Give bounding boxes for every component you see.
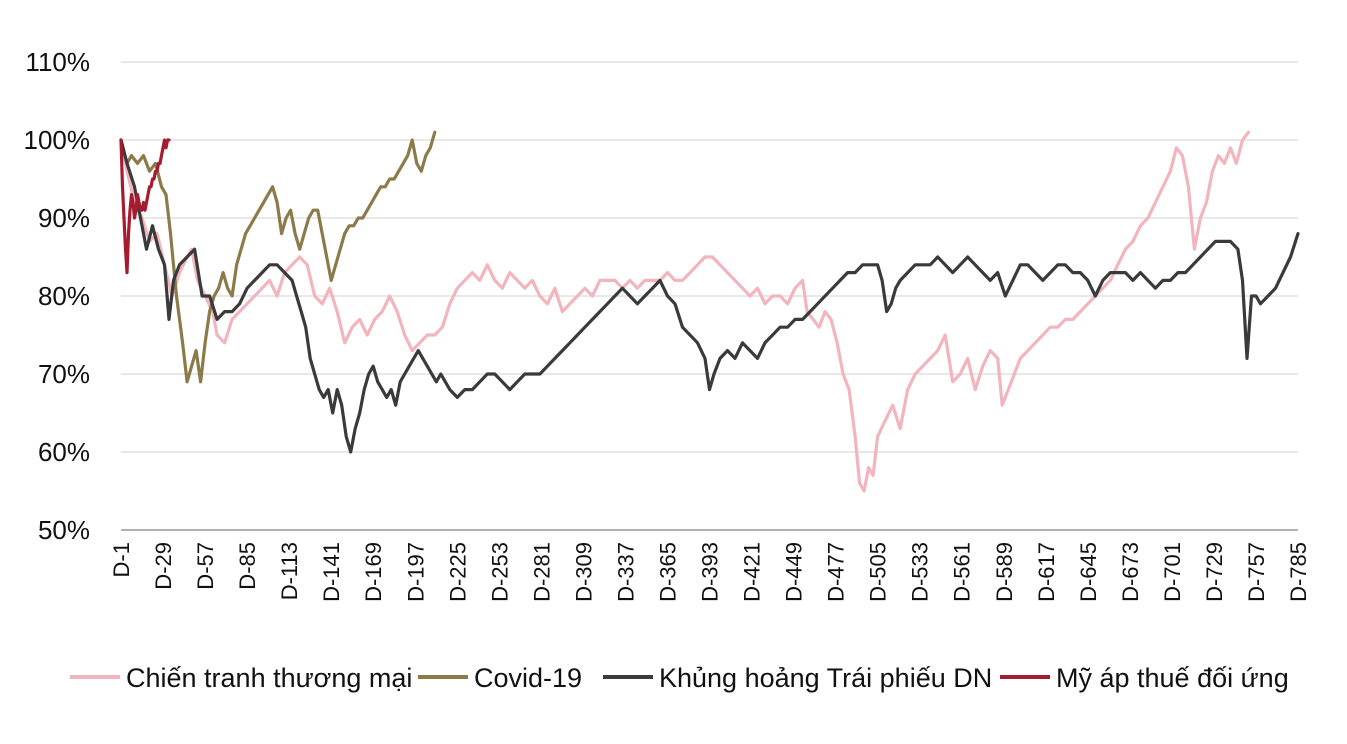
- x-tick-label: D-449: [782, 542, 807, 602]
- x-tick-label: D-169: [361, 542, 386, 602]
- x-tick-label: D-141: [319, 542, 344, 602]
- y-tick-label: 100%: [24, 125, 91, 155]
- series-line-2: [119, 130, 437, 384]
- x-tick-label: D-365: [655, 542, 680, 602]
- series-line-1: [119, 130, 1251, 493]
- x-tick-label: D-785: [1286, 542, 1311, 602]
- legend: Chiến tranh thương mại Covid-19 Khủng hoản…: [70, 663, 1289, 693]
- legend-label: Mỹ áp thuế đối ứng: [1056, 663, 1289, 693]
- x-tick-label: D-589: [992, 542, 1017, 602]
- x-tick-label: D-85: [235, 542, 260, 590]
- x-axis-ticks: D-1 D-29 D-57 D-85 D-113 D-141 D-169 D-197 D-225…: [109, 542, 1311, 602]
- x-tick-label: D-393: [698, 542, 723, 602]
- legend-label: Khủng hoảng Trái phiếu DN: [659, 663, 992, 693]
- series-line-4: [119, 138, 171, 275]
- y-tick-label: 50%: [38, 515, 90, 545]
- x-tick-label: D-673: [1118, 542, 1143, 602]
- x-tick-label: D-309: [571, 542, 596, 602]
- x-tick-label: D-421: [740, 542, 765, 602]
- gridlines: [121, 61, 1298, 453]
- x-tick-label: D-729: [1202, 542, 1227, 602]
- x-tick-label: D-197: [403, 542, 428, 602]
- x-tick-label: D-701: [1160, 542, 1185, 602]
- y-tick-label: 90%: [38, 203, 90, 233]
- x-tick-label: D-617: [1034, 542, 1059, 602]
- legend-label: Chiến tranh thương mại: [126, 663, 412, 693]
- y-tick-label: 70%: [38, 359, 90, 389]
- x-tick-label: D-113: [277, 542, 302, 600]
- x-tick-label: D-337: [613, 542, 638, 602]
- legend-label: Covid-19: [474, 663, 582, 693]
- x-tick-label: D-225: [445, 542, 470, 602]
- series-layer: [119, 130, 1300, 493]
- y-tick-label: 110%: [25, 47, 90, 77]
- x-tick-label: D-505: [866, 542, 891, 602]
- x-tick-label: D-561: [950, 542, 975, 602]
- y-tick-label: 80%: [38, 281, 90, 311]
- x-tick-label: D-533: [908, 542, 933, 602]
- x-tick-label: D-29: [151, 542, 176, 590]
- x-tick-label: D-57: [193, 542, 218, 590]
- x-tick-label: D-477: [824, 542, 849, 602]
- x-tick-label: D-645: [1076, 542, 1101, 602]
- x-tick-label: D-757: [1244, 542, 1269, 602]
- x-tick-label: D-281: [529, 542, 554, 602]
- y-axis-ticks: 50% 60% 70% 80% 90% 100% 110%: [24, 47, 91, 545]
- x-tick-label: D-1: [109, 542, 134, 577]
- y-tick-label: 60%: [38, 437, 90, 467]
- series-line-3: [119, 138, 1300, 454]
- x-tick-label: D-253: [487, 542, 512, 602]
